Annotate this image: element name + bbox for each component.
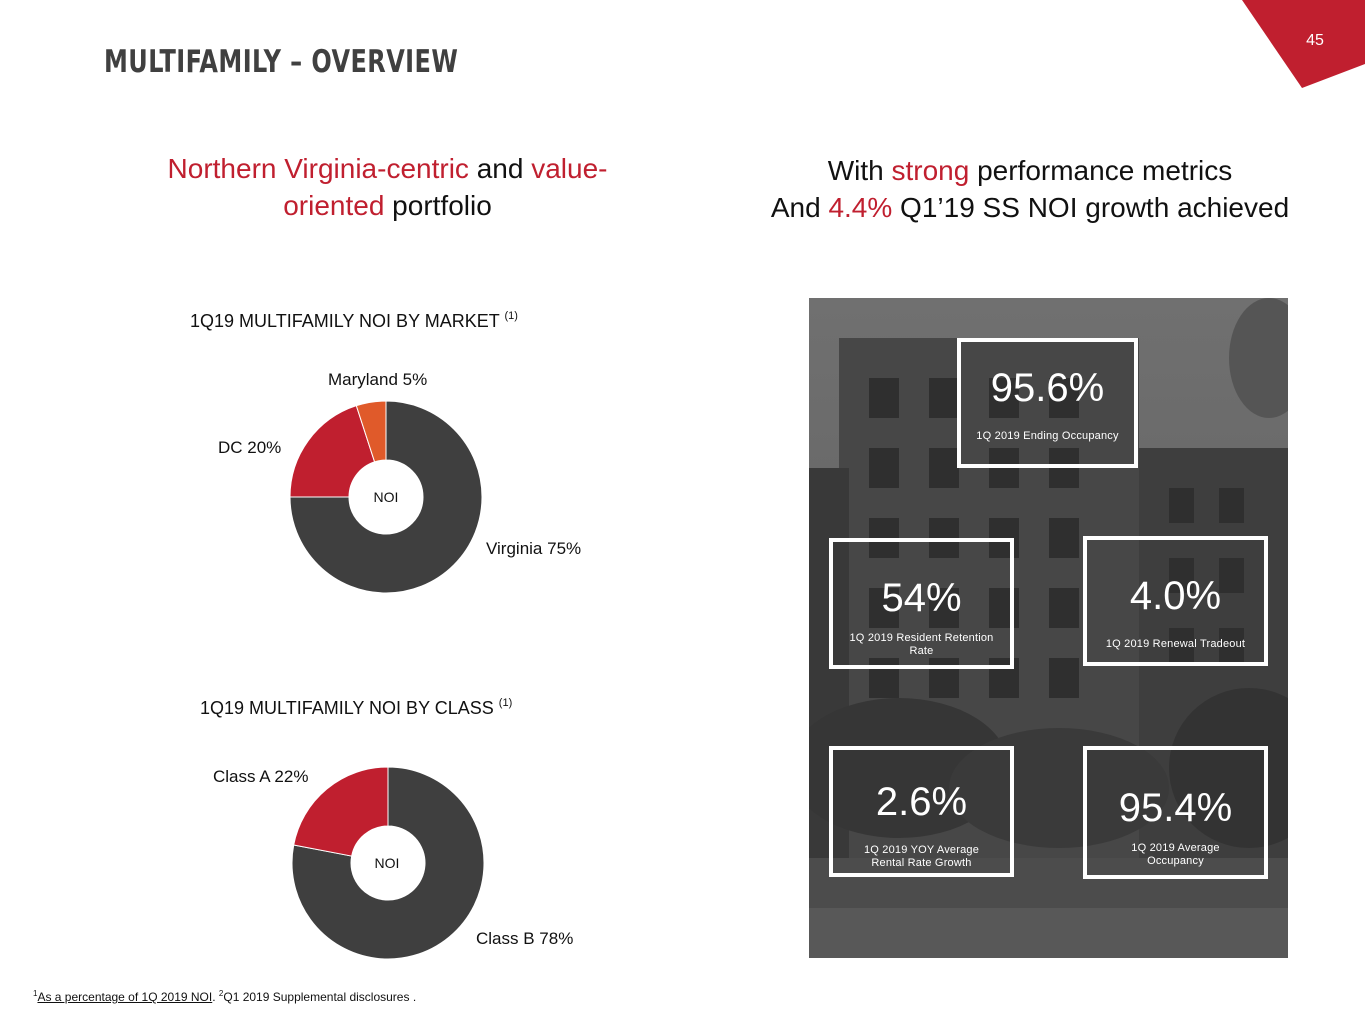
class-donut-chart bbox=[292, 767, 484, 959]
market-donut-chart bbox=[290, 401, 482, 593]
class-label-class-a: Class A 22% bbox=[213, 767, 309, 786]
headline-right: With strong performance metrics And 4.4%… bbox=[740, 152, 1320, 226]
headline-right-text-4: Q1’19 SS NOI growth achieved bbox=[892, 192, 1290, 223]
building-photo-panel: 95.6% 1Q 2019 Ending Occupancy 54% 1Q 20… bbox=[809, 298, 1288, 958]
class-center-label: NOI bbox=[374, 855, 400, 871]
page-corner-marker bbox=[1242, 0, 1365, 88]
metric-rent-growth-value: 2.6% bbox=[875, 780, 968, 824]
class-label-class-b: Class B 78% bbox=[476, 929, 574, 948]
headline-left: Northern Virginia-centric and value- ori… bbox=[120, 150, 655, 224]
metric-avg-occupancy-label-1: 1Q 2019 Average bbox=[1131, 842, 1220, 854]
market-label-maryland: Maryland 5% bbox=[328, 370, 428, 389]
market-label-dc: DC 20% bbox=[218, 438, 282, 457]
metric-retention: 54% 1Q 2019 Resident Retention Rate bbox=[829, 538, 1014, 669]
metric-ending-occupancy-value: 95.6% bbox=[990, 366, 1105, 410]
class-chart-title-text: 1Q19 MULTIFAMILY NOI BY CLASS bbox=[200, 698, 494, 718]
class-chart-title: 1Q19 MULTIFAMILY NOI BY CLASS (1) bbox=[200, 697, 512, 719]
market-slice-virginia bbox=[290, 401, 482, 593]
footnote-link[interactable]: As a percentage of 1Q 2019 NOI bbox=[37, 990, 213, 1004]
metric-avg-occupancy: 95.4% 1Q 2019 Average Occupancy bbox=[1083, 746, 1268, 879]
page-number: 45 bbox=[1306, 32, 1324, 49]
headline-left-text-2: portfolio bbox=[384, 190, 492, 221]
metric-retention-label-1: 1Q 2019 Resident Retention bbox=[849, 632, 994, 644]
footnote: 1As a percentage of 1Q 2019 NOI. 2Q1 201… bbox=[33, 989, 416, 1004]
headline-right-accent-2: 4.4% bbox=[828, 192, 893, 223]
metric-avg-occupancy-label-2: Occupancy bbox=[1147, 855, 1204, 867]
headline-right-text-1: With bbox=[827, 155, 892, 186]
metric-avg-occupancy-value: 95.4% bbox=[1118, 786, 1233, 830]
page-title: MULTIFAMILY – OVERVIEW bbox=[104, 44, 459, 80]
footnote-sup-1: 1 bbox=[33, 989, 38, 998]
footnote-sep: . bbox=[212, 990, 219, 1004]
headline-right-accent-1: strong bbox=[891, 155, 970, 186]
headline-left-text-1: and bbox=[468, 153, 532, 184]
class-slice-class-a bbox=[293, 767, 389, 857]
headline-right-text-2: performance metrics bbox=[969, 155, 1233, 186]
headline-left-accent-2: value- bbox=[531, 153, 608, 184]
footnote-text: Q1 2019 Supplemental disclosures bbox=[223, 990, 410, 1004]
metric-ending-occupancy: 95.6% 1Q 2019 Ending Occupancy bbox=[957, 338, 1138, 468]
market-chart-title-note: (1) bbox=[504, 310, 518, 322]
headline-left-accent-3: oriented bbox=[283, 190, 385, 221]
metric-retention-value: 54% bbox=[881, 576, 962, 620]
class-slice-class-b bbox=[292, 767, 484, 959]
metric-retention-label-2: Rate bbox=[909, 645, 934, 657]
market-label-virginia: Virginia 75% bbox=[486, 539, 582, 558]
metric-renewal: 4.0% 1Q 2019 Renewal Tradeout bbox=[1083, 536, 1268, 666]
metric-rent-growth: 2.6% 1Q 2019 YOY Average Rental Rate Gro… bbox=[829, 746, 1014, 877]
metric-renewal-label: 1Q 2019 Renewal Tradeout bbox=[1105, 638, 1246, 650]
footnote-sup-2: 2 bbox=[218, 989, 224, 998]
metric-renewal-value: 4.0% bbox=[1129, 574, 1222, 618]
headline-right-text-3: And bbox=[770, 192, 829, 223]
headline-left-accent-1: Northern Virginia-centric bbox=[167, 153, 469, 184]
metric-ending-occupancy-label: 1Q 2019 Ending Occupancy bbox=[976, 430, 1119, 442]
market-slice-maryland bbox=[355, 401, 387, 463]
market-slice-dc bbox=[290, 405, 376, 498]
footnote-end: . bbox=[409, 990, 417, 1004]
market-chart-title-text: 1Q19 MULTIFAMILY NOI BY MARKET bbox=[190, 311, 500, 331]
market-chart-title: 1Q19 MULTIFAMILY NOI BY MARKET (1) bbox=[190, 310, 518, 332]
market-center-label: NOI bbox=[373, 489, 399, 505]
metric-rent-growth-label-1: 1Q 2019 YOY Average bbox=[863, 844, 980, 856]
metric-rent-growth-label-2: Rental Rate Growth bbox=[871, 857, 972, 869]
class-chart-title-note: (1) bbox=[498, 697, 513, 709]
